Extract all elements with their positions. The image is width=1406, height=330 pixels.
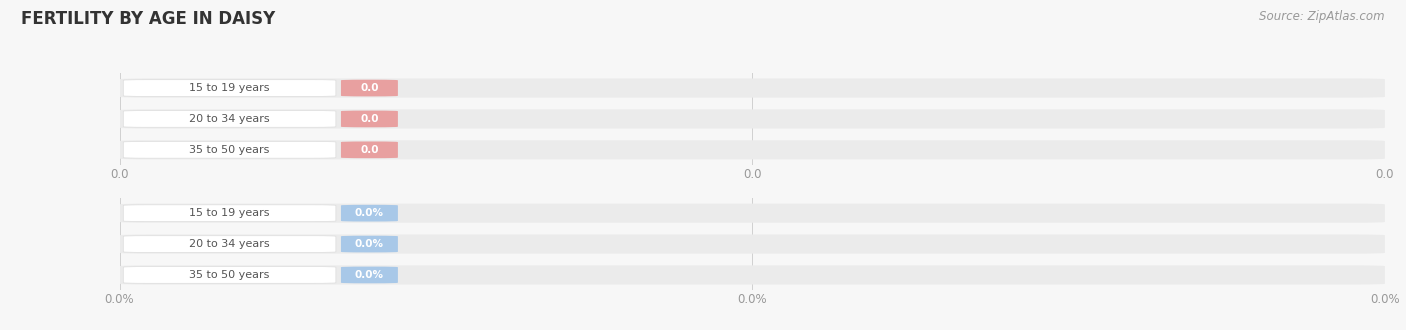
Wedge shape [0,79,120,98]
FancyBboxPatch shape [120,140,1385,159]
FancyBboxPatch shape [342,111,398,127]
FancyBboxPatch shape [124,80,336,96]
Wedge shape [0,235,120,254]
Wedge shape [0,265,120,284]
FancyBboxPatch shape [120,265,1385,284]
Text: 20 to 34 years: 20 to 34 years [190,239,270,249]
FancyBboxPatch shape [124,267,336,283]
Text: 0.0%: 0.0% [354,208,384,218]
Text: 15 to 19 years: 15 to 19 years [190,83,270,93]
Text: 0.0%: 0.0% [354,239,384,249]
Text: 0.0%: 0.0% [354,270,384,280]
Text: 15 to 19 years: 15 to 19 years [190,208,270,218]
FancyBboxPatch shape [124,205,336,221]
Wedge shape [0,140,120,159]
FancyBboxPatch shape [342,80,398,96]
FancyBboxPatch shape [342,236,398,252]
Text: 20 to 34 years: 20 to 34 years [190,114,270,124]
FancyBboxPatch shape [120,235,1385,254]
FancyBboxPatch shape [124,111,336,127]
FancyBboxPatch shape [120,79,1385,98]
Text: 0.0: 0.0 [360,114,378,124]
FancyBboxPatch shape [120,109,1385,128]
FancyBboxPatch shape [342,142,398,158]
Text: Source: ZipAtlas.com: Source: ZipAtlas.com [1260,10,1385,23]
Text: 35 to 50 years: 35 to 50 years [190,145,270,155]
Wedge shape [0,109,120,128]
FancyBboxPatch shape [124,236,336,252]
Text: 0.0: 0.0 [360,145,378,155]
FancyBboxPatch shape [342,205,398,221]
Text: 0.0: 0.0 [360,83,378,93]
Wedge shape [0,204,120,223]
FancyBboxPatch shape [120,204,1385,223]
FancyBboxPatch shape [342,267,398,283]
Text: 35 to 50 years: 35 to 50 years [190,270,270,280]
FancyBboxPatch shape [124,142,336,158]
Text: FERTILITY BY AGE IN DAISY: FERTILITY BY AGE IN DAISY [21,10,276,28]
